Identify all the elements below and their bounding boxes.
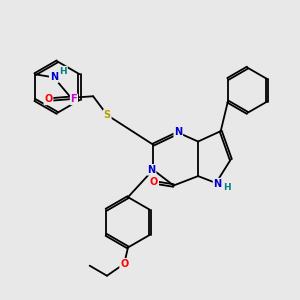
Text: O: O	[120, 259, 128, 269]
Text: N: N	[148, 165, 156, 175]
Text: H: H	[223, 183, 231, 192]
Text: O: O	[150, 177, 158, 188]
Text: N: N	[174, 127, 182, 137]
Text: F: F	[70, 94, 77, 104]
Text: H: H	[59, 67, 67, 76]
Text: N: N	[50, 72, 58, 82]
Text: S: S	[104, 110, 111, 120]
Text: N: N	[214, 178, 222, 189]
Text: O: O	[44, 94, 52, 104]
